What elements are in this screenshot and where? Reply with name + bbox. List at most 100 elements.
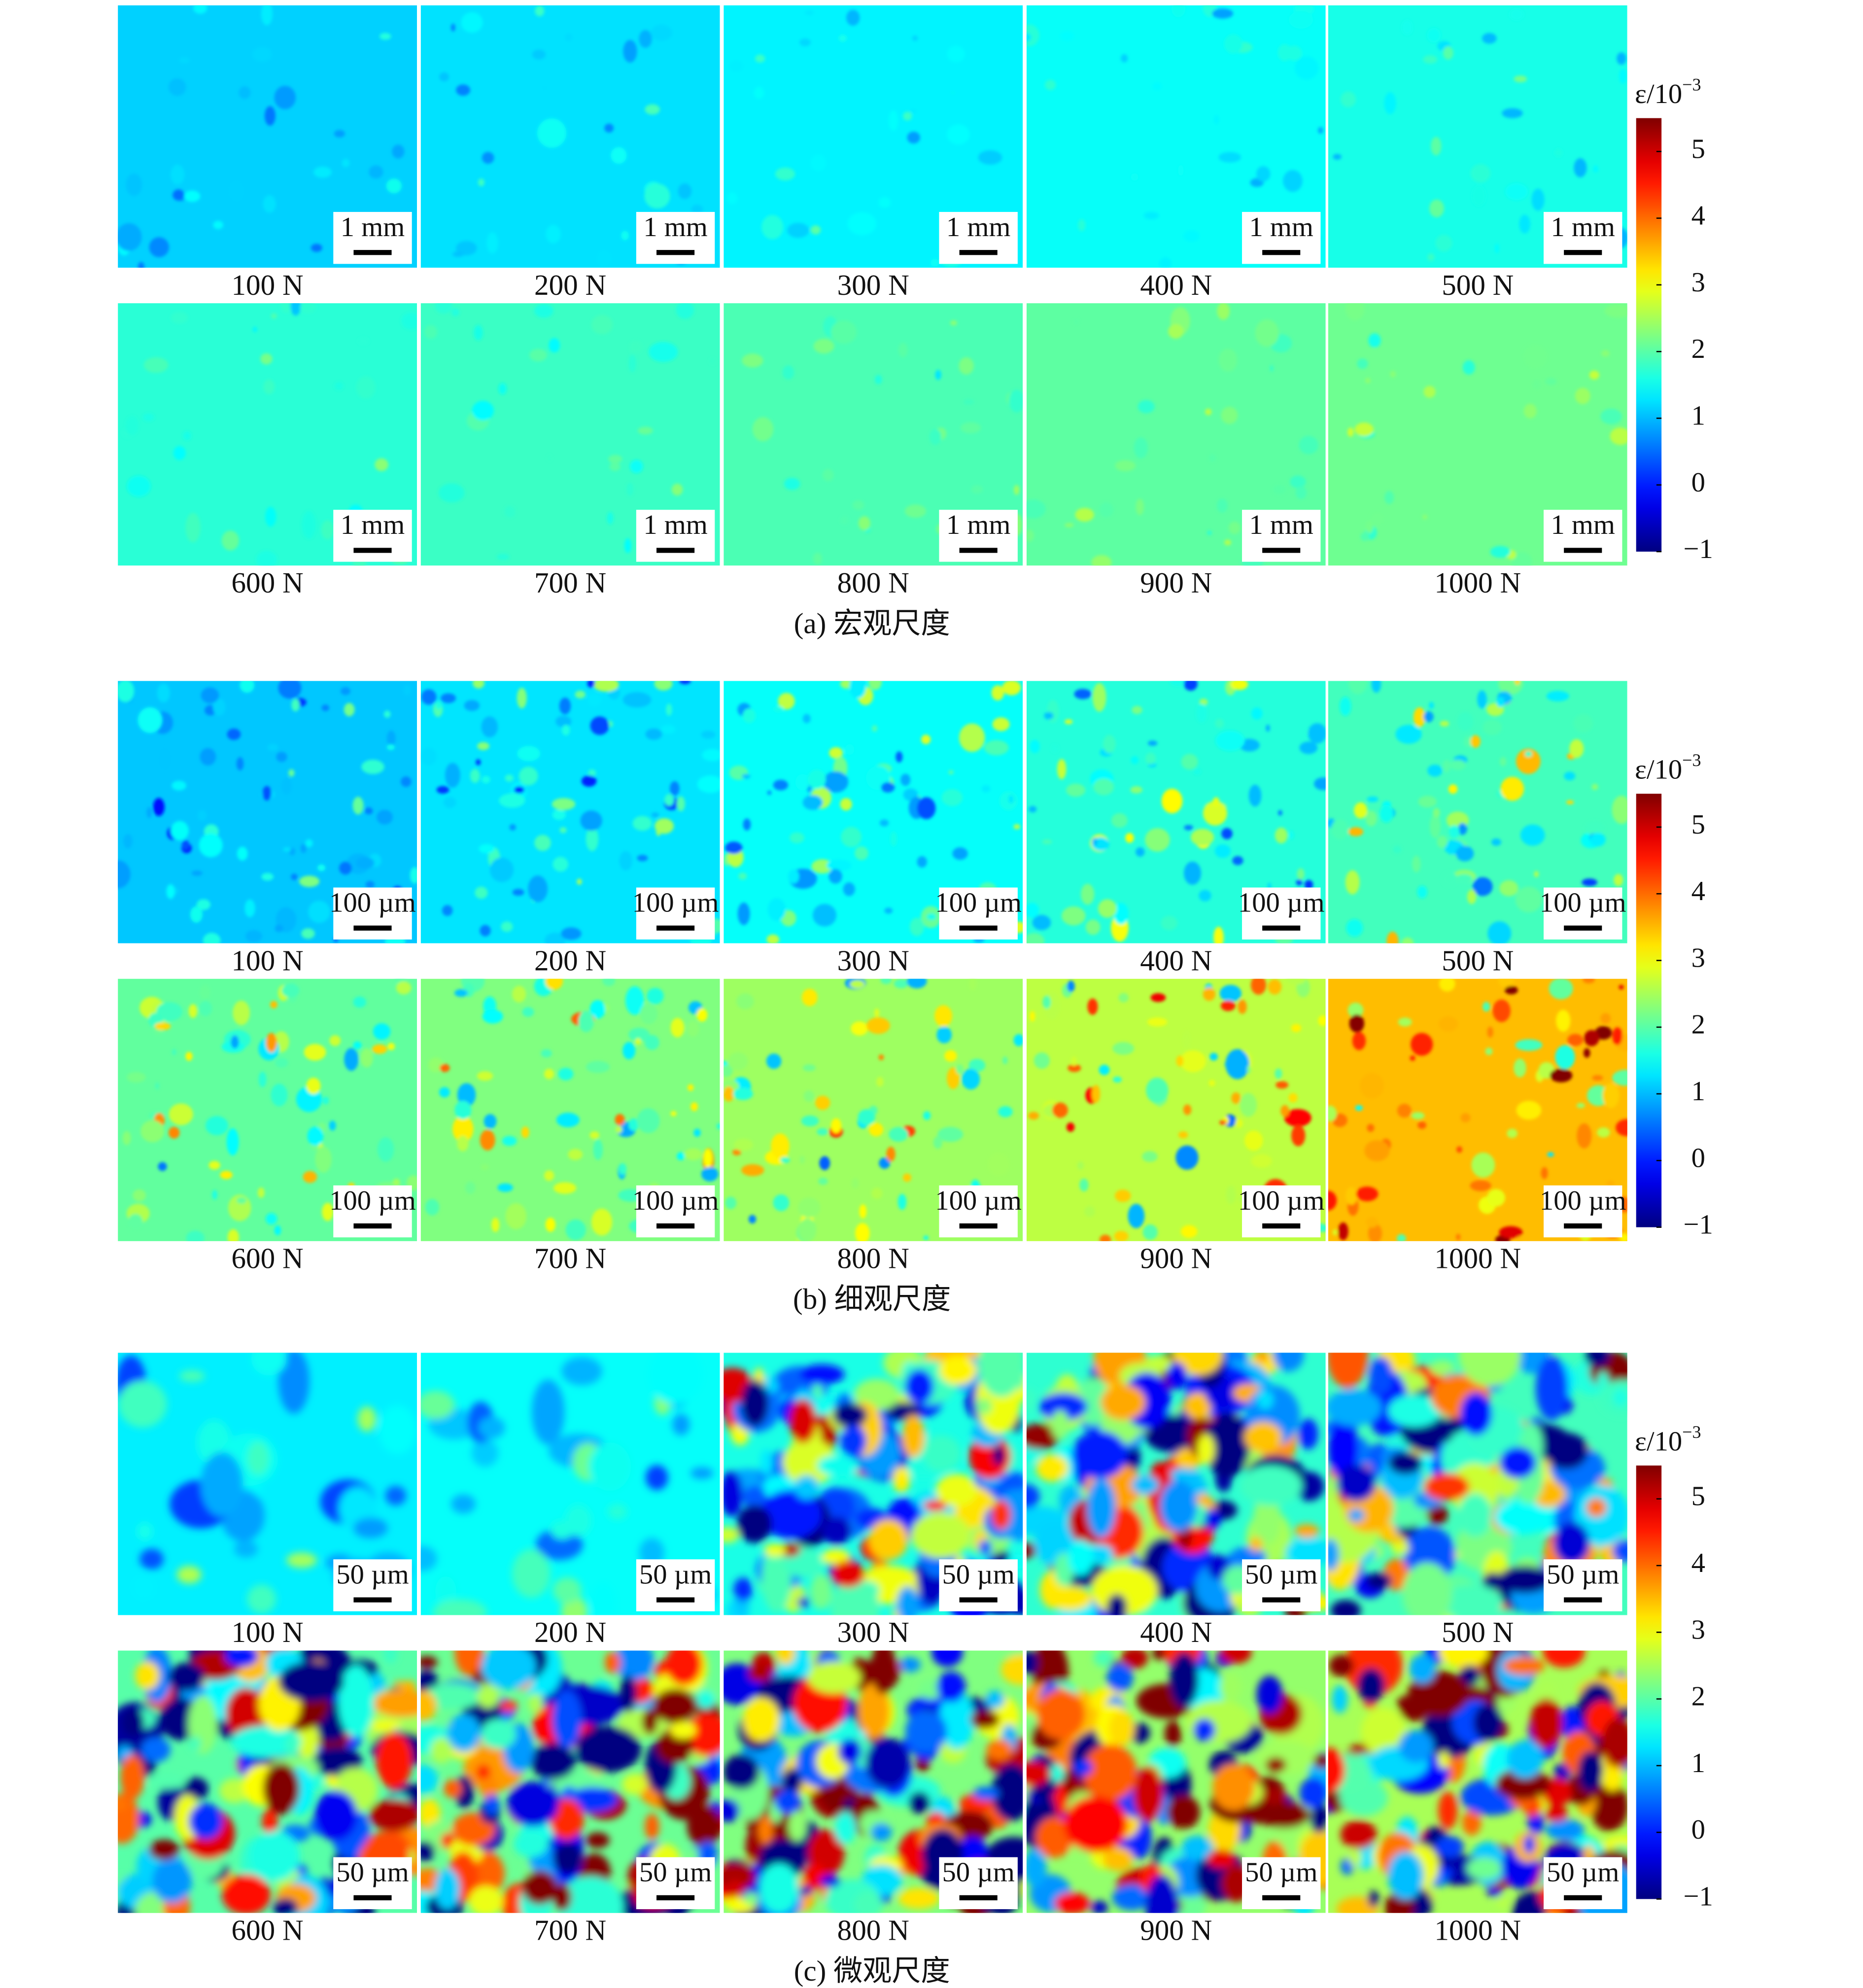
map-blob xyxy=(808,769,826,789)
map-blob xyxy=(1390,371,1396,378)
strain-map: 100 µm xyxy=(1026,978,1326,1241)
map-blob xyxy=(903,111,912,121)
map-blob xyxy=(733,1577,753,1602)
map-blob xyxy=(252,47,272,62)
map-blob xyxy=(1459,1665,1481,1686)
map-blob xyxy=(1500,776,1524,801)
map-blob xyxy=(1013,824,1021,830)
map-texture xyxy=(118,681,417,943)
map-blob xyxy=(650,25,673,41)
map-blob xyxy=(1462,360,1475,375)
map-blob xyxy=(1134,437,1148,459)
map-blob xyxy=(906,978,927,989)
map-blob xyxy=(237,1197,247,1204)
map-blob xyxy=(1125,833,1134,843)
map-blob xyxy=(611,147,627,164)
map-blob xyxy=(854,1891,883,1913)
map-blob xyxy=(1547,1152,1554,1157)
panel: 50 µm 100 N 50 µm 200 N 50 µm 300 N 50 µm 400 N… xyxy=(118,1353,1713,1987)
colorbar-tick-label: 2 xyxy=(1691,1010,1705,1040)
map-blob xyxy=(1161,915,1177,931)
map-blob xyxy=(1345,303,1365,321)
map-blob xyxy=(847,212,876,236)
map-blob xyxy=(173,446,186,460)
map-blob xyxy=(587,693,602,706)
map-blob xyxy=(810,225,821,235)
map-blob xyxy=(1439,978,1455,992)
map-blob xyxy=(1138,400,1155,414)
strain-map: 50 µm xyxy=(1026,1650,1326,1913)
map-blob xyxy=(1310,1803,1326,1835)
map-blob xyxy=(850,980,865,989)
strain-map: 100 µm xyxy=(724,681,1023,943)
map-blob xyxy=(143,357,169,373)
map-blob xyxy=(1543,1650,1585,1668)
map-blob xyxy=(624,538,631,553)
map-blob xyxy=(959,357,974,375)
map-blob xyxy=(589,1131,599,1139)
map-blob xyxy=(917,797,936,819)
map-blob xyxy=(1535,1356,1568,1421)
map-blob xyxy=(1337,1465,1376,1502)
map-blob xyxy=(812,904,837,927)
map-blob xyxy=(1462,1810,1482,1836)
map-blob xyxy=(310,244,322,252)
map-blob xyxy=(588,769,596,777)
map-blob xyxy=(1035,1817,1073,1858)
map-blob xyxy=(321,520,334,540)
map-blob xyxy=(1067,980,1075,992)
map-blob xyxy=(501,921,513,932)
map-blob xyxy=(247,1441,269,1475)
map-blob xyxy=(256,551,277,566)
map-blob xyxy=(1485,1047,1493,1055)
map-blob xyxy=(502,1136,517,1146)
map-blob xyxy=(122,1708,144,1737)
colorbar xyxy=(1636,1465,1662,1899)
scale-bar-label: 100 µm xyxy=(935,1186,1022,1216)
map-blob xyxy=(424,1683,482,1709)
map-blob xyxy=(1347,427,1354,437)
map-blob xyxy=(1355,1105,1363,1111)
map-blob xyxy=(1112,1042,1135,1055)
map-blob xyxy=(1523,1835,1535,1854)
map-blob xyxy=(900,773,911,786)
map-blob xyxy=(1313,1753,1326,1769)
map-texture xyxy=(724,681,1023,943)
map-blob xyxy=(1470,164,1491,183)
map-blob xyxy=(1051,744,1059,753)
map-blob xyxy=(1298,1418,1318,1450)
scale-bar-label: 50 µm xyxy=(1245,1857,1317,1888)
map-blob xyxy=(353,1041,362,1049)
map-blob xyxy=(1417,1121,1427,1129)
map-blob xyxy=(1113,903,1129,925)
map-blob xyxy=(1602,1082,1620,1108)
map-blob xyxy=(1131,173,1138,181)
map-blob xyxy=(992,717,1010,732)
map-blob xyxy=(1593,165,1598,173)
scale-bar-box xyxy=(1242,1857,1321,1910)
map-blob xyxy=(380,33,391,40)
map-blob xyxy=(1176,1055,1184,1067)
colorbar-label: ε/10−3 xyxy=(1635,75,1701,109)
map-blob xyxy=(575,1726,642,1773)
map-blob xyxy=(1036,1454,1069,1482)
map-blob xyxy=(325,1775,338,1786)
map-blob xyxy=(396,981,412,995)
map-blob xyxy=(948,770,954,775)
load-label: 700 N xyxy=(534,1914,606,1947)
map-texture xyxy=(1026,5,1324,268)
map-blob xyxy=(1470,1180,1491,1191)
map-blob xyxy=(732,1149,741,1155)
map-blob xyxy=(1008,795,1014,804)
map-blob xyxy=(1052,1102,1068,1118)
map-blob xyxy=(851,1021,868,1036)
map-blob xyxy=(591,314,613,335)
map-blob xyxy=(313,166,332,178)
map-blob xyxy=(1424,1473,1470,1501)
map-blob xyxy=(420,1690,437,1721)
scale-bar-label: 1 mm xyxy=(643,212,707,243)
map-blob xyxy=(334,130,345,138)
map-blob xyxy=(360,1048,373,1068)
load-label: 600 N xyxy=(231,1914,303,1947)
map-blob xyxy=(546,225,561,244)
